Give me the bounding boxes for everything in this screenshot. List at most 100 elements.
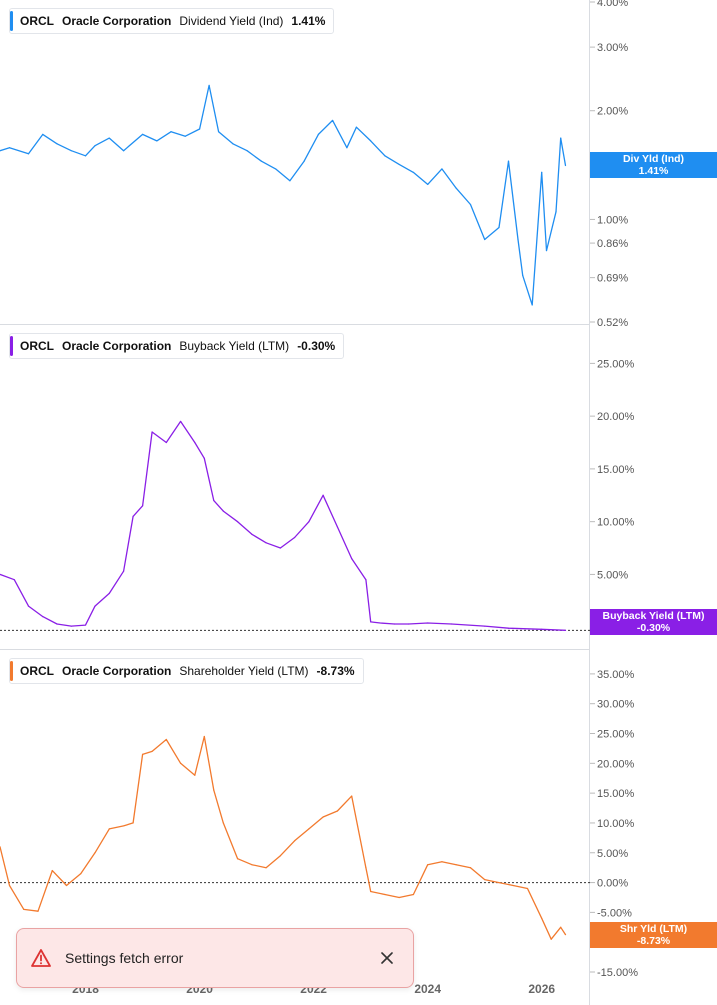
data-point	[507, 160, 510, 162]
data-point	[237, 521, 239, 523]
data-point	[94, 852, 96, 854]
warning-triangle-icon	[31, 949, 51, 967]
dividend-yield-legend[interactable]: ORCL Oracle Corporation Dividend Yield (…	[9, 8, 335, 34]
data-point	[484, 625, 486, 627]
buyback-yield-tag: Buyback Yield (LTM) -0.30%	[590, 609, 717, 635]
data-point	[165, 738, 167, 741]
y-tick-label: 35.00%	[597, 669, 635, 681]
data-point	[308, 828, 310, 830]
shareholder-yield-legend[interactable]: ORCL Oracle Corporation Shareholder Yiel…	[9, 658, 364, 684]
y-tick-label: 5.00%	[597, 848, 628, 860]
series-color-bar	[10, 11, 13, 31]
legend-value: -8.73%	[316, 664, 355, 678]
legend-metric: Buyback Yield (LTM)	[179, 339, 290, 353]
data-point	[51, 870, 53, 872]
error-toast: Settings fetch error	[16, 928, 414, 988]
data-point	[545, 249, 548, 252]
data-point	[441, 168, 443, 170]
data-point	[184, 135, 186, 137]
buyback-yield-legend[interactable]: ORCL Oracle Corporation Buyback Yield (L…	[9, 333, 345, 359]
data-point	[132, 515, 134, 517]
data-point	[275, 168, 277, 170]
x-tick-label: 2024	[414, 982, 442, 996]
data-point	[455, 864, 457, 866]
data-point	[317, 133, 319, 135]
close-icon[interactable]	[375, 946, 399, 970]
y-tick-label: 0.00%	[597, 878, 628, 890]
legend-metric: Dividend Yield (Ind)	[179, 14, 284, 28]
data-point	[8, 884, 11, 887]
legend-company: Oracle Corporation	[62, 339, 172, 353]
data-point	[108, 137, 110, 139]
data-point	[8, 147, 11, 149]
data-point	[512, 884, 514, 887]
shareholder-yield-panel: 35.00% 30.00% 25.00% 20.00% 15.00% 10.00% 5.00…	[0, 650, 717, 979]
y-tick-label: 20.00%	[597, 758, 635, 770]
data-point	[170, 131, 172, 133]
x-tick-label: 2026	[528, 982, 556, 996]
data-point	[165, 441, 167, 444]
data-point	[531, 304, 533, 306]
data-point	[336, 810, 338, 812]
series-color-bar	[10, 661, 13, 681]
legend-value: 1.41%	[291, 14, 326, 28]
y-tick-label: 10.00%	[597, 818, 635, 830]
data-point	[332, 119, 334, 122]
data-point	[289, 180, 291, 182]
data-point	[365, 867, 367, 869]
data-point	[427, 864, 429, 866]
tag-label: Div Yld (Ind)	[622, 153, 685, 165]
data-point	[42, 133, 44, 135]
data-point	[484, 878, 486, 881]
series-line	[0, 84, 567, 306]
data-point	[141, 133, 144, 135]
legend-ticker: ORCL	[20, 14, 54, 28]
data-point	[84, 155, 87, 157]
data-point	[564, 934, 567, 936]
data-point	[70, 150, 72, 152]
data-point	[398, 163, 400, 166]
data-point	[194, 774, 196, 776]
toast-message: Settings fetch error	[65, 950, 184, 966]
data-point	[260, 160, 262, 162]
data-point	[564, 164, 567, 167]
data-point	[222, 822, 224, 824]
data-point	[122, 570, 125, 572]
data-point	[251, 864, 253, 866]
data-point	[141, 753, 144, 755]
data-point	[0, 846, 1, 848]
data-point	[541, 628, 543, 630]
data-point	[379, 622, 381, 624]
data-point	[455, 187, 457, 189]
y-tick-label: -5.00%	[597, 907, 632, 919]
data-point	[56, 623, 58, 625]
y-tick-label: 2.00%	[597, 106, 628, 118]
data-point	[294, 840, 296, 842]
data-point	[203, 457, 205, 459]
tag-label: Shr Yld (LTM)	[619, 923, 688, 935]
y-axis-line	[589, 0, 590, 1005]
y-tick-label: 3.00%	[597, 42, 628, 54]
data-point	[322, 494, 324, 496]
data-point	[194, 441, 196, 444]
legend-ticker: ORCL	[20, 664, 54, 678]
legend-company: Oracle Corporation	[62, 664, 172, 678]
data-point	[346, 147, 348, 149]
data-point	[522, 274, 524, 276]
series-color-bar	[10, 336, 13, 356]
data-point	[469, 203, 472, 206]
data-point	[322, 816, 324, 818]
data-point	[498, 226, 500, 229]
data-point	[370, 621, 372, 623]
y-tick-label: 10.00%	[597, 517, 635, 529]
buyback-yield-panel: 25.00% 20.00% 15.00% 10.00% 5.00% ORCL Oracl…	[0, 325, 717, 649]
shareholder-yield-tag: Shr Yld (LTM) -8.73%	[590, 922, 717, 948]
data-point	[265, 542, 267, 544]
data-point	[427, 183, 429, 186]
data-point	[550, 938, 552, 940]
data-point	[203, 735, 205, 738]
data-point	[398, 896, 400, 899]
data-point	[122, 825, 125, 827]
data-point	[84, 624, 87, 626]
data-point	[232, 143, 234, 145]
